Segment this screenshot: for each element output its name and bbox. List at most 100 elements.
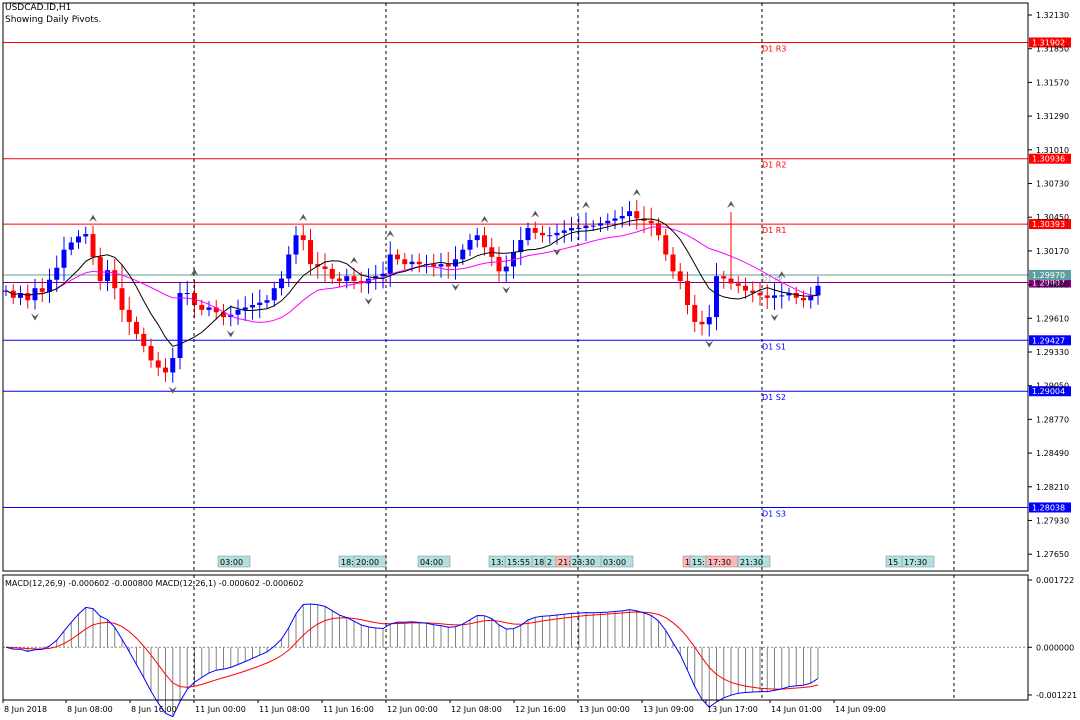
x-tick-label: 11 Jun 00:00 — [195, 705, 246, 714]
session-label: 04:00 — [420, 558, 443, 567]
candle-bear — [540, 232, 545, 236]
y-tick-label: 1.30730 — [1036, 180, 1069, 189]
price-tag — [1029, 502, 1071, 513]
y-tick-label: 1.29610 — [1036, 314, 1069, 323]
fractal-down-arrow — [451, 283, 460, 291]
y-tick-label: 1.28770 — [1036, 415, 1069, 424]
x-tick-label: 8 Jun 08:00 — [67, 705, 113, 714]
candle-bull — [279, 278, 284, 289]
session-box — [217, 555, 251, 568]
y-tick-label: 1.31850 — [1036, 45, 1069, 54]
candle-bull — [576, 228, 582, 230]
candle-bear — [134, 321, 139, 334]
session-label: 18: — [341, 558, 354, 567]
y-tick-label: 1.28210 — [1036, 483, 1069, 492]
candle-bull — [619, 216, 625, 219]
pivot-label: D1 S1 — [762, 342, 786, 351]
session-label: 23:30 — [572, 558, 595, 567]
fractal-up-arrow — [582, 201, 590, 209]
macd-pane[interactable]: MACD(12,26,9) -0.000602 -0.000800 MACD(1… — [3, 579, 1028, 718]
fractal-up-arrow — [480, 215, 489, 223]
candle-bull — [184, 293, 190, 295]
candle-bull — [170, 358, 176, 373]
candle-bear — [112, 270, 118, 289]
candle-bear — [163, 367, 168, 373]
candle-bear — [322, 266, 328, 269]
candle-bull — [250, 305, 255, 308]
price-tag-label: 1.29427 — [1032, 336, 1065, 345]
candle-bear — [315, 264, 321, 267]
price-tag — [1029, 153, 1071, 164]
candle-bear — [25, 293, 31, 301]
candle-bull — [68, 242, 74, 250]
candle-bear — [728, 278, 734, 284]
session-label: 15: — [692, 558, 705, 567]
candle-bear — [395, 254, 400, 260]
price-tag — [1029, 277, 1071, 288]
candle-bull — [612, 218, 618, 221]
candle-bear — [199, 305, 205, 310]
candle-bear — [764, 295, 770, 298]
y-tick-label: 1.30450 — [1036, 213, 1069, 222]
pivot-label: D1 S3 — [762, 509, 786, 518]
candle-bull — [714, 276, 719, 318]
fractal-down-arrow — [226, 330, 235, 338]
session-label: 20:00 — [356, 558, 379, 567]
candle-bear — [656, 223, 661, 236]
candle-bear — [482, 235, 487, 248]
price-pane[interactable]: D1 R3 1.31902 D1 R2 1.30936 D1 R1 1.30393 D1 P… — [3, 37, 1071, 568]
candle-bull — [569, 228, 574, 231]
candle-bear — [119, 288, 125, 310]
fractal-up-arrow — [190, 268, 199, 276]
y-tick-label: 1.29330 — [1036, 348, 1069, 357]
candle-bear — [699, 321, 705, 325]
pivot-label: D1 R2 — [762, 161, 786, 170]
session-label: 13: — [491, 558, 504, 567]
candle-bear — [793, 293, 799, 298]
candle-bear — [126, 309, 132, 322]
candle-bear — [692, 305, 698, 322]
candle-bull — [235, 309, 241, 315]
fractal-up-arrow — [777, 271, 786, 279]
fractal-down-arrow — [168, 386, 177, 394]
session-box — [417, 555, 451, 568]
x-tick-label: 12 Jun 16:00 — [515, 705, 566, 714]
macd-y-tick-label: 0.000000 — [1036, 643, 1074, 652]
candle-bull — [387, 254, 393, 274]
ma-slow-line — [5, 225, 819, 323]
candle-bear — [308, 240, 313, 265]
ma-fast-line — [5, 218, 819, 347]
fractal-down-arrow — [770, 313, 779, 321]
candle-bull — [438, 264, 444, 267]
candle-bear — [685, 280, 690, 306]
session-label: 2 — [547, 558, 552, 567]
price-tag — [1029, 386, 1071, 397]
candle-bull — [105, 270, 110, 281]
fractal-down-arrow — [705, 340, 714, 348]
candle-bull — [460, 249, 466, 260]
x-tick-label: 8 Jun 16:00 — [131, 705, 177, 714]
fractal-down-arrow — [553, 248, 561, 256]
price-tag-label: 1.28038 — [1032, 503, 1065, 512]
candle-bear — [721, 276, 727, 279]
candle-bear — [750, 290, 756, 294]
macd-y-tick-label: -0.001221 — [1036, 691, 1077, 700]
session-label: 17:30 — [708, 558, 731, 567]
session-label: 17:30 — [904, 558, 927, 567]
candle-bull — [453, 259, 458, 267]
candle-bear — [634, 211, 640, 219]
pivot-label: D1 S2 — [762, 393, 786, 402]
candle-bull — [525, 228, 531, 241]
candle-bull — [83, 234, 89, 237]
bid-tag — [1029, 269, 1071, 280]
candle-bear — [663, 235, 669, 255]
fractal-down-arrow — [31, 313, 39, 321]
y-tick-label: 1.30170 — [1036, 247, 1069, 256]
x-tick-label: 11 Jun 16:00 — [323, 705, 374, 714]
y-tick-label: 1.31290 — [1036, 112, 1069, 121]
x-tick-label: 12 Jun 08:00 — [451, 705, 502, 714]
session-label: 1 — [685, 558, 690, 567]
price-tag-label: 1.29907 — [1032, 279, 1065, 288]
